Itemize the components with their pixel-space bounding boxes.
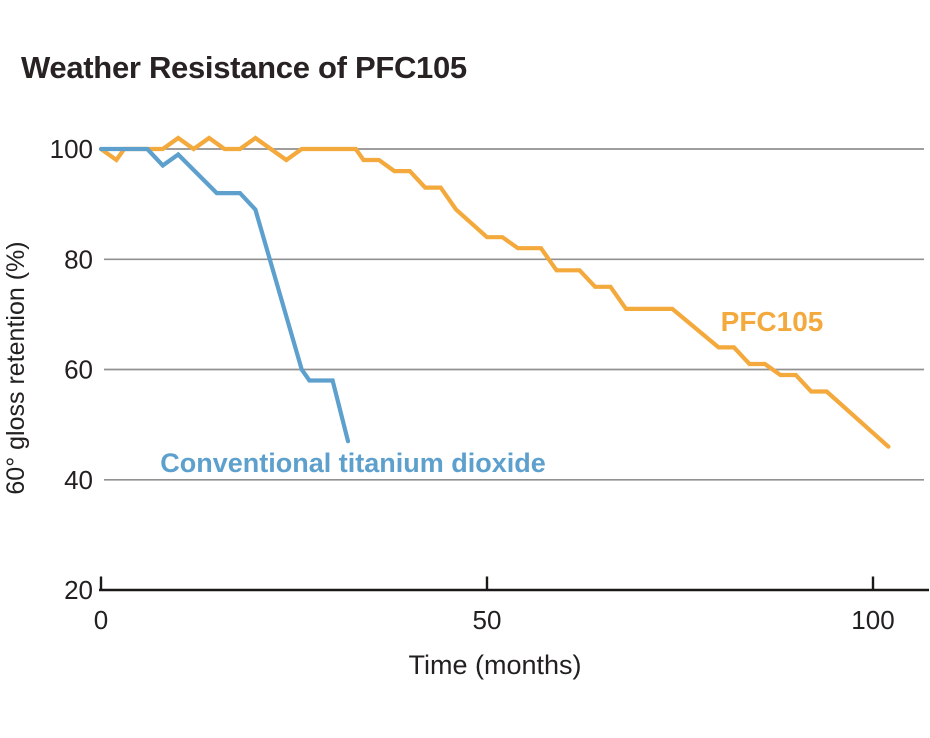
x-axis-title: Time (months) — [408, 650, 581, 680]
y-tick-label-40: 40 — [64, 465, 93, 495]
y-axis-title: 60° gloss retention (%) — [2, 241, 30, 494]
x-tick-label-0: 0 — [94, 605, 108, 635]
series-line-conventional-titanium-dioxide — [98, 146, 351, 444]
tick-labels: 100 80 60 40 200 50 100 — [50, 134, 895, 635]
y-tick-label-20: 20 — [64, 575, 93, 605]
x-tick-label-100: 100 — [851, 605, 894, 635]
series-lines — [98, 135, 891, 449]
x-tick-label-50: 50 — [473, 605, 502, 635]
y-tick-label-80: 80 — [64, 244, 93, 274]
x-axis — [99, 576, 929, 592]
series-line-pfc105 — [98, 135, 891, 449]
y-tick-label-100: 100 — [50, 134, 93, 164]
y-tick-label-60: 60 — [64, 355, 93, 385]
chart-title: Weather Resistance of PFC105 — [21, 50, 467, 85]
series-label-pfc105: PFC105 — [721, 306, 824, 337]
series-label-conventional-titanium-dioxide: Conventional titanium dioxide — [160, 448, 546, 478]
